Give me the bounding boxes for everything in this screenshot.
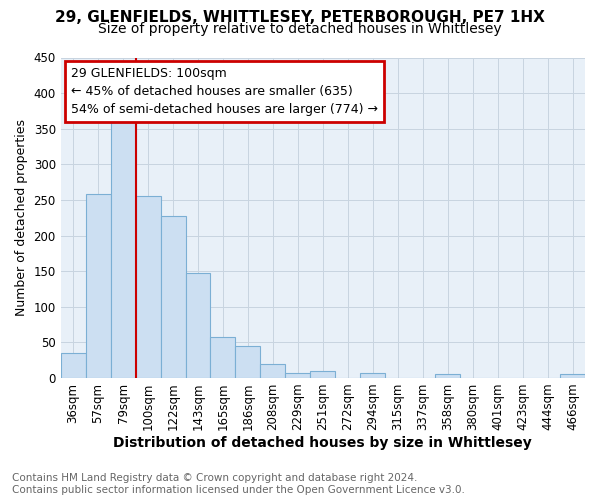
Y-axis label: Number of detached properties: Number of detached properties: [15, 119, 28, 316]
Bar: [61, 353, 86, 378]
Bar: [560, 374, 585, 378]
Bar: [110, 120, 136, 378]
Bar: [161, 216, 185, 378]
Bar: [435, 374, 460, 378]
Text: Size of property relative to detached houses in Whittlesey: Size of property relative to detached ho…: [98, 22, 502, 36]
Bar: [260, 364, 286, 378]
Bar: [86, 194, 110, 378]
Bar: [185, 272, 211, 378]
Bar: [310, 371, 335, 378]
Bar: [235, 346, 260, 378]
Bar: [211, 338, 235, 378]
X-axis label: Distribution of detached houses by size in Whittlesey: Distribution of detached houses by size …: [113, 436, 532, 450]
Text: Contains HM Land Registry data © Crown copyright and database right 2024.
Contai: Contains HM Land Registry data © Crown c…: [12, 474, 465, 495]
Bar: [136, 196, 161, 378]
Bar: [286, 373, 310, 378]
Bar: [360, 373, 385, 378]
Text: 29, GLENFIELDS, WHITTLESEY, PETERBOROUGH, PE7 1HX: 29, GLENFIELDS, WHITTLESEY, PETERBOROUGH…: [55, 10, 545, 25]
Text: 29 GLENFIELDS: 100sqm
← 45% of detached houses are smaller (635)
54% of semi-det: 29 GLENFIELDS: 100sqm ← 45% of detached …: [71, 67, 378, 116]
